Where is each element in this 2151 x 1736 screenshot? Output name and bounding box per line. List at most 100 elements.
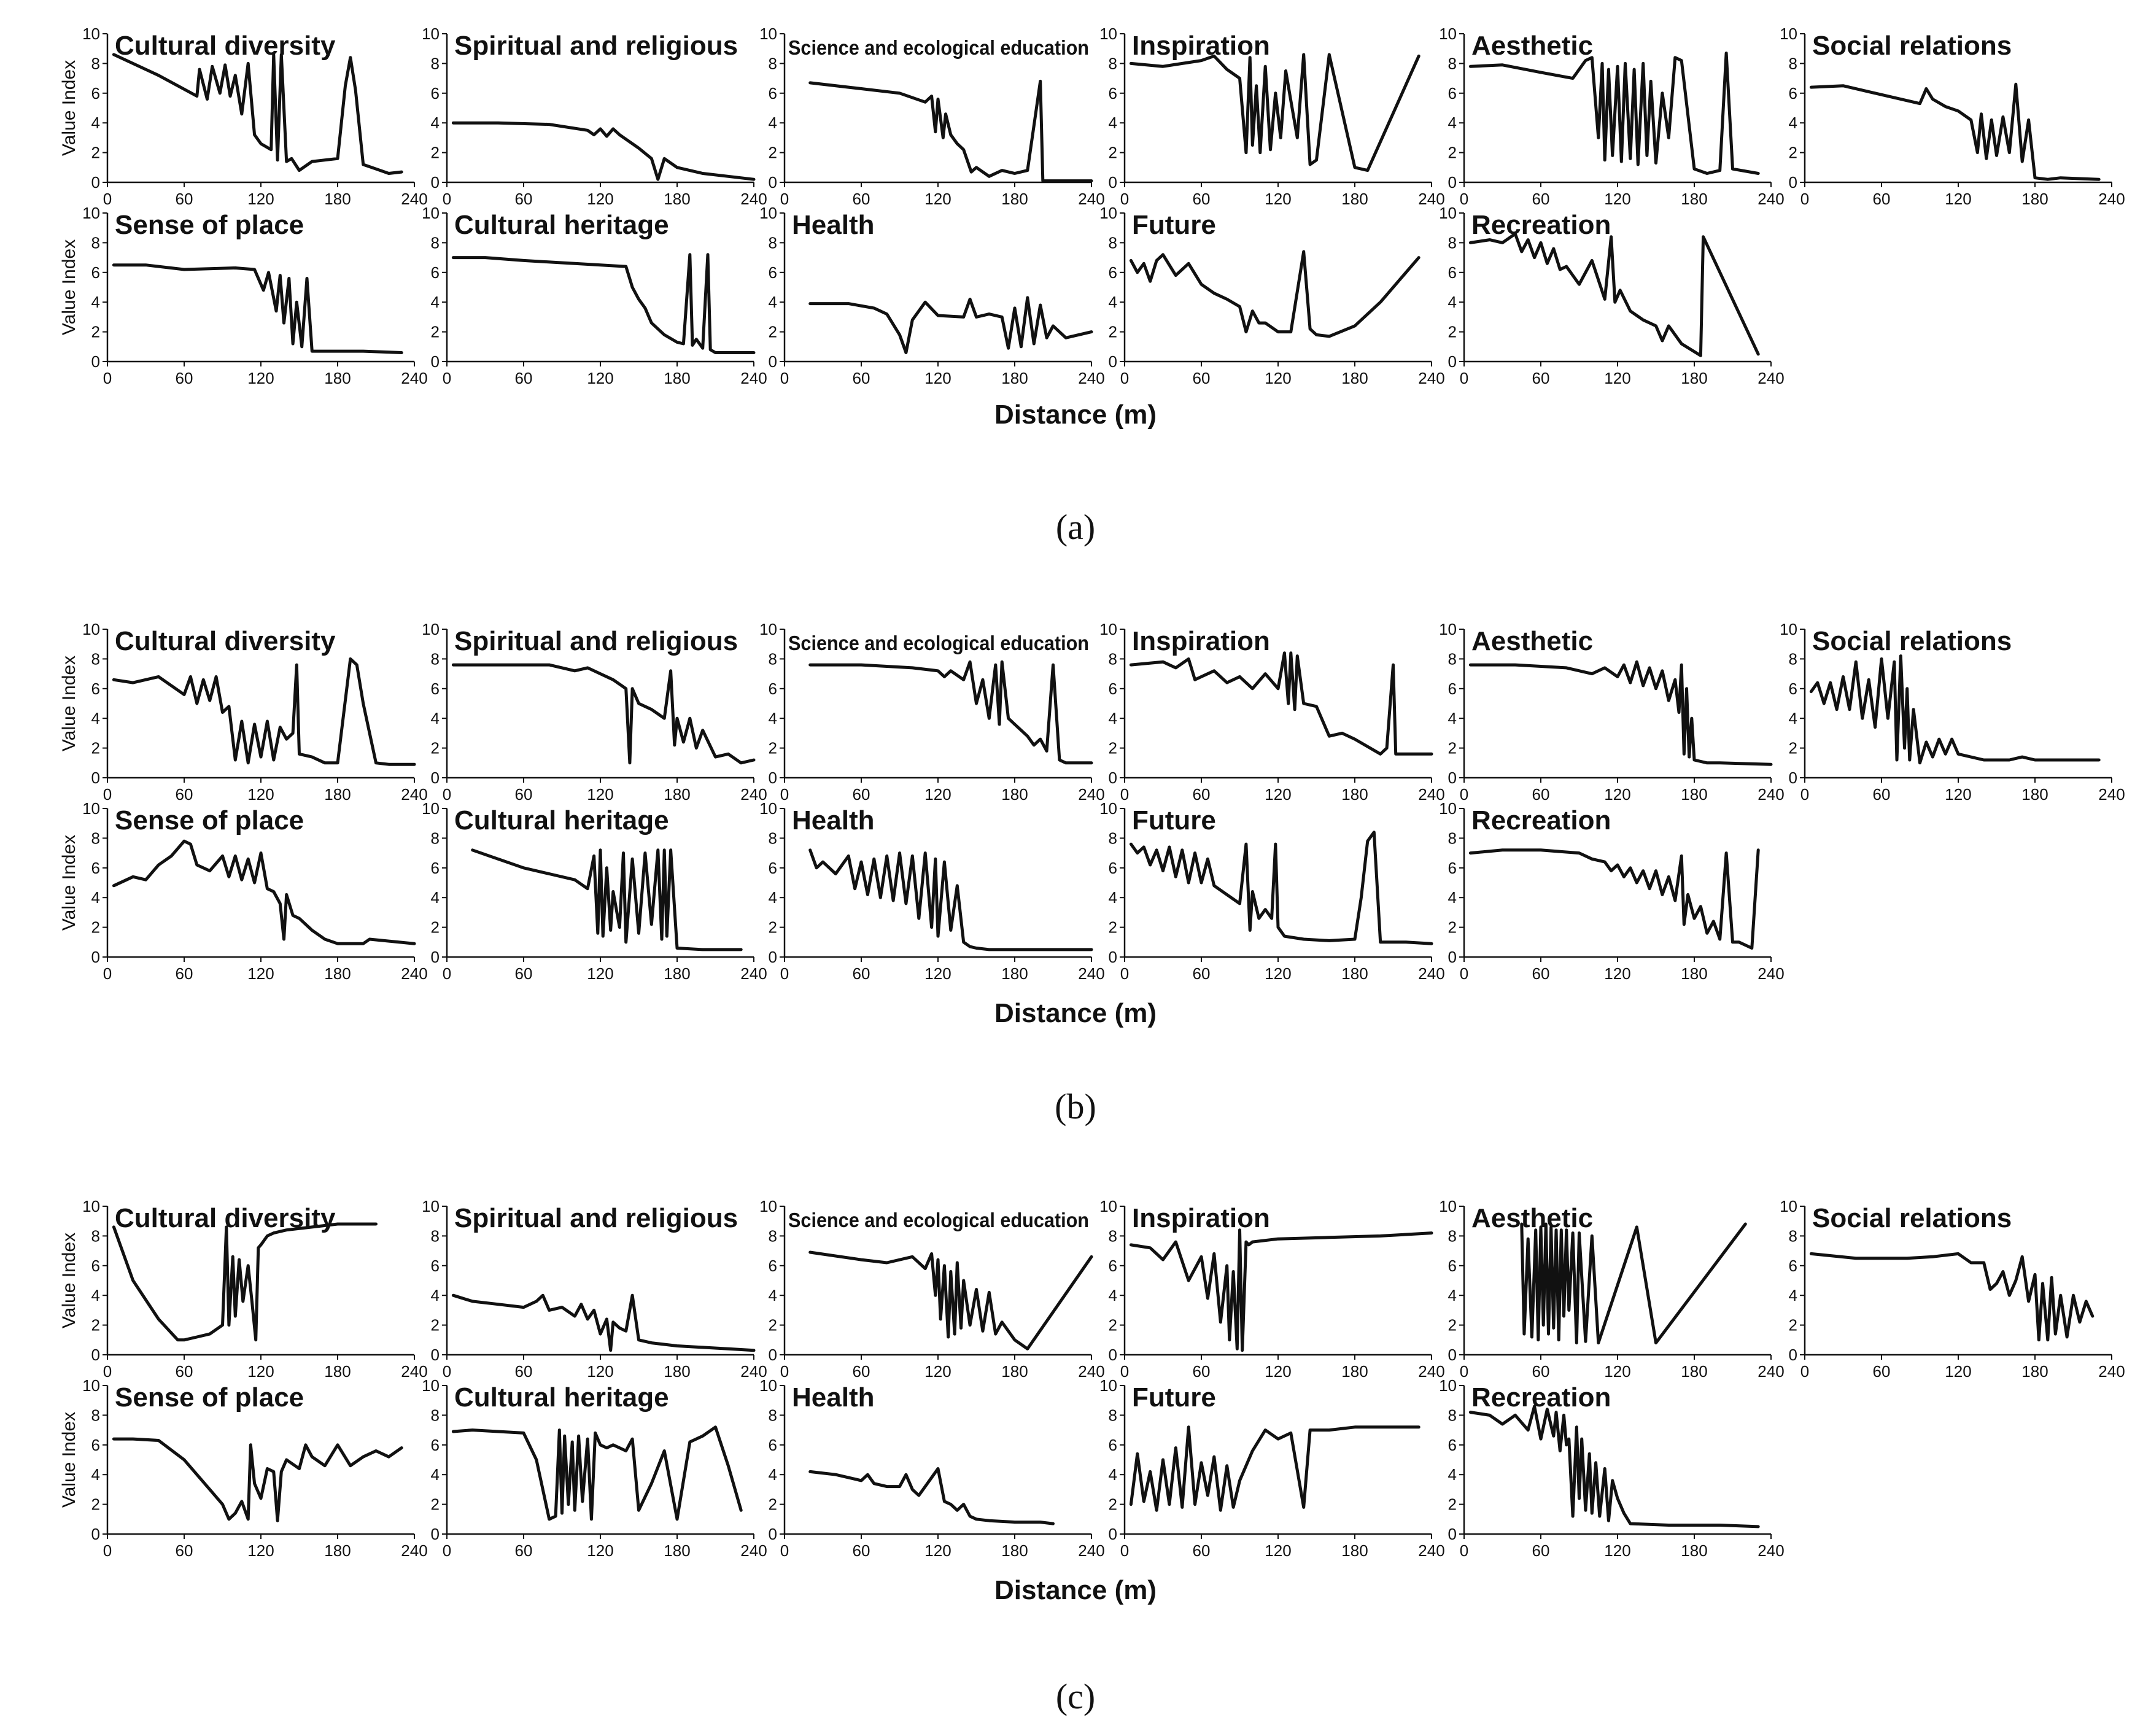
x-tick-label: 60 xyxy=(853,369,870,387)
y-tick-label: 6 xyxy=(1789,1257,1797,1275)
y-tick-label: 8 xyxy=(1789,1226,1797,1245)
y-tick-label: 6 xyxy=(91,1257,100,1275)
panel-label: (a) xyxy=(1056,507,1095,547)
y-tick-label: 10 xyxy=(1780,25,1797,43)
x-tick-label: 60 xyxy=(1873,190,1891,208)
subplot: 0 2 4 6 8 10 0 60 120 180 240 Health xyxy=(759,204,1105,387)
y-tick-label: 2 xyxy=(431,323,440,341)
y-tick-label: 6 xyxy=(1448,1436,1457,1454)
series-line xyxy=(1468,848,1760,950)
x-tick-label: 120 xyxy=(924,369,951,387)
y-tick-label: 8 xyxy=(91,1226,100,1245)
x-tick-label: 240 xyxy=(1418,1541,1444,1560)
subplot-title: Cultural heritage xyxy=(454,210,669,240)
x-tick-label: 120 xyxy=(1604,369,1630,387)
subplot: 0 2 4 6 8 10 0 60 120 180 240 Science and ecologica… xyxy=(759,620,1105,804)
x-tick-label: 240 xyxy=(1758,1541,1784,1560)
y-tick-label: 2 xyxy=(431,739,440,758)
y-tick-label: 10 xyxy=(1099,1376,1117,1395)
y-tick-label: 8 xyxy=(431,649,440,668)
y-tick-label: 0 xyxy=(769,352,777,371)
x-tick-label: 60 xyxy=(1873,1362,1891,1381)
y-tick-label: 4 xyxy=(1448,114,1457,132)
y-tick-label: 0 xyxy=(1109,1346,1117,1364)
y-tick-label: 4 xyxy=(769,114,777,132)
y-tick-label: 8 xyxy=(1109,233,1117,252)
x-tick-label: 120 xyxy=(1265,1541,1291,1560)
subplot: 0 2 4 6 8 10 0 60 120 180 240 Health xyxy=(759,799,1105,983)
y-tick-label: 6 xyxy=(1448,1257,1457,1275)
y-tick-label: 2 xyxy=(1109,1495,1117,1514)
x-tick-label: 0 xyxy=(1800,785,1809,804)
y-tick-label: 2 xyxy=(1789,144,1797,162)
x-tick-label: 240 xyxy=(1418,964,1444,983)
y-tick-label: 6 xyxy=(1448,680,1457,698)
x-tick-label: 60 xyxy=(176,785,193,804)
y-tick-label: 8 xyxy=(769,1406,777,1424)
x-tick-label: 240 xyxy=(2098,190,2125,208)
x-tick-label: 120 xyxy=(587,785,613,804)
series-line xyxy=(471,848,743,951)
y-tick-label: 4 xyxy=(1109,1465,1117,1484)
y-tick-label: 6 xyxy=(431,1257,440,1275)
x-tick-label: 0 xyxy=(1800,190,1809,208)
y-tick-label: 4 xyxy=(1448,1286,1457,1304)
y-tick-label: 10 xyxy=(82,1197,100,1215)
y-tick-label: 4 xyxy=(431,293,440,311)
x-tick-label: 120 xyxy=(1604,964,1630,983)
x-tick-label: 180 xyxy=(664,1541,690,1560)
y-tick-label: 4 xyxy=(769,1465,777,1484)
y-tick-label: 6 xyxy=(91,263,100,282)
y-tick-label: 6 xyxy=(769,1436,777,1454)
x-tick-label: 60 xyxy=(515,785,533,804)
x-tick-label: 180 xyxy=(1001,369,1028,387)
subplot: 0 2 4 6 8 10 0 60 120 180 240 Spiritual and religio… xyxy=(422,1197,767,1381)
series-line xyxy=(808,1250,1093,1350)
x-tick-label: 120 xyxy=(247,1541,274,1560)
x-tick-label: 120 xyxy=(247,369,274,387)
y-tick-label: 10 xyxy=(422,799,440,818)
y-tick-label: 6 xyxy=(431,84,440,103)
x-tick-label: 240 xyxy=(1078,1541,1104,1560)
subplot: 0 2 4 6 8 10 0 60 120 180 240 Aesthetic xyxy=(1439,1197,1785,1381)
x-tick-label: 180 xyxy=(1341,369,1368,387)
subplot: 0 2 4 6 8 10 0 60 120 180 240 Sense of place xyxy=(82,204,428,387)
x-tick-label: 0 xyxy=(103,190,112,208)
x-tick-label: 120 xyxy=(1265,964,1291,983)
x-tick-label: 240 xyxy=(401,964,427,983)
x-tick-label: 60 xyxy=(515,1541,533,1560)
series-line xyxy=(112,53,403,175)
subplot-title: Aesthetic xyxy=(1471,1203,1593,1233)
x-tick-label: 240 xyxy=(2098,785,2125,804)
x-tick-label: 60 xyxy=(515,190,533,208)
series-line xyxy=(808,296,1093,354)
y-tick-label: 10 xyxy=(1439,799,1457,818)
y-tick-label: 0 xyxy=(1448,1525,1457,1543)
subplot-title: Future xyxy=(1132,210,1216,240)
x-tick-label: 60 xyxy=(1193,369,1211,387)
y-tick-label: 0 xyxy=(1448,352,1457,371)
x-tick-label: 180 xyxy=(324,190,351,208)
series-line xyxy=(1129,250,1420,338)
series-line xyxy=(451,121,756,181)
series-line xyxy=(112,263,403,354)
panel-label: (b) xyxy=(1055,1087,1096,1126)
x-tick-label: 120 xyxy=(587,1541,613,1560)
subplot-title: Sense of place xyxy=(115,1382,304,1412)
x-tick-label: 180 xyxy=(324,1362,351,1381)
x-tick-label: 60 xyxy=(1193,785,1211,804)
series-line xyxy=(1520,1222,1747,1345)
y-tick-label: 8 xyxy=(431,1226,440,1245)
series-line xyxy=(808,660,1093,765)
y-tick-label: 10 xyxy=(1439,1376,1457,1395)
x-tick-label: 240 xyxy=(401,785,427,804)
y-tick-label: 6 xyxy=(1448,263,1457,282)
x-tick-label: 180 xyxy=(1341,1541,1368,1560)
x-tick-label: 120 xyxy=(587,1362,613,1381)
y-tick-label: 2 xyxy=(769,1316,777,1335)
x-tick-label: 60 xyxy=(176,964,193,983)
y-tick-label: 8 xyxy=(431,1406,440,1424)
x-tick-label: 120 xyxy=(587,369,613,387)
y-tick-label: 8 xyxy=(431,233,440,252)
x-tick-label: 60 xyxy=(515,369,533,387)
